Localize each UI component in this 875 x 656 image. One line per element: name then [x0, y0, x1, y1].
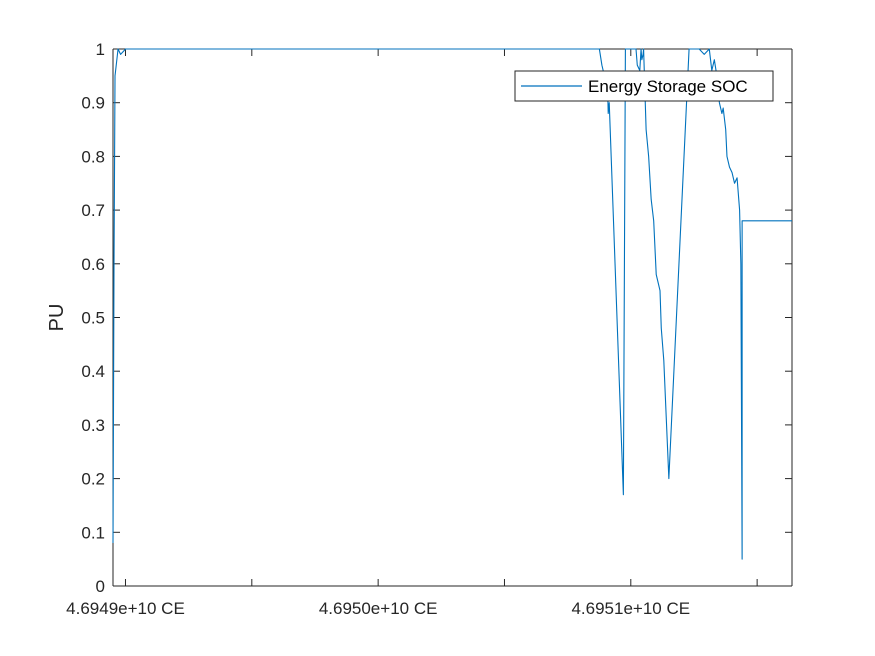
y-tick-label: 0.1: [81, 523, 105, 542]
series-layer: [112, 48, 792, 560]
y-axis-label: PU: [46, 304, 68, 332]
series-line-0: [112, 48, 792, 560]
legend: Energy Storage SOC: [514, 70, 774, 102]
y-tick-label: 0.7: [81, 201, 105, 220]
y-axis: 0 0.1 0.2 0.3 0.4 0.5 0.6 0.7 0.8 0.9 1: [81, 40, 793, 596]
y-tick-label: 1: [96, 40, 105, 59]
y-tick-label: 0.8: [81, 147, 105, 166]
y-tick-label: 0.3: [81, 416, 105, 435]
y-tick-label: 0.6: [81, 255, 105, 274]
x-tick-label: 4.6950e+10 CE: [319, 599, 438, 618]
plot-background: [113, 49, 792, 586]
y-tick-label: 0.9: [81, 94, 105, 113]
y-tick-label: 0: [96, 577, 105, 596]
y-tick-label: 0.2: [81, 470, 105, 489]
plot-area: [113, 49, 792, 586]
y-tick-label: 0.5: [81, 309, 105, 328]
legend-entry-energy-storage-soc: Energy Storage SOC: [588, 77, 748, 96]
x-axis: 4.6949e+10 CE 4.6950e+10 CE 4.6951e+10 CE: [66, 48, 792, 618]
x-tick-label: 4.6951e+10 CE: [571, 599, 690, 618]
y-tick-label: 0.4: [81, 362, 105, 381]
x-tick-label: 4.6949e+10 CE: [66, 599, 185, 618]
